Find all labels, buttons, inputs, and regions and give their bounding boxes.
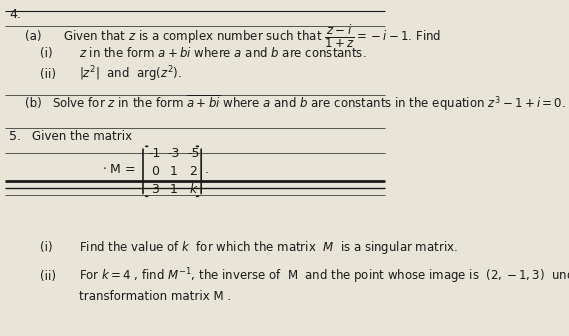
Text: For $k=4$ , find $M^{-1}$, the inverse of  M  and the point whose image is  $(2,: For $k=4$ , find $M^{-1}$, the inverse o… <box>79 266 569 286</box>
Text: (a): (a) <box>24 30 41 43</box>
Text: Find the value of $k$  for which the matrix  $M$  is a singular matrix.: Find the value of $k$ for which the matr… <box>79 240 457 256</box>
Text: -1: -1 <box>149 146 161 160</box>
Text: (i): (i) <box>40 47 53 59</box>
Text: 2: 2 <box>189 165 197 178</box>
Text: 4.: 4. <box>9 8 21 21</box>
Text: 0: 0 <box>151 165 159 178</box>
Text: (b): (b) <box>24 96 42 110</box>
Text: .: . <box>205 163 209 176</box>
Text: Solve for $z$ in the form $\overline{a+bi}$ where $a$ and $b$ are constants in t: Solve for $z$ in the form $\overline{a+b… <box>52 93 566 113</box>
Text: -3: -3 <box>168 146 180 160</box>
Text: $z$ in the form $a+bi$ where $a$ and $b$ are constants.: $z$ in the form $a+bi$ where $a$ and $b$… <box>79 46 366 60</box>
Text: -5: -5 <box>187 146 200 160</box>
Text: k: k <box>190 183 197 196</box>
Text: 3: 3 <box>151 183 159 196</box>
Text: $\cdot$ M =: $\cdot$ M = <box>102 163 136 176</box>
Text: 1: 1 <box>170 165 178 178</box>
Text: (ii): (ii) <box>40 68 56 81</box>
Text: (ii): (ii) <box>40 270 56 283</box>
Text: 5.: 5. <box>9 130 21 143</box>
Text: Given that $z$ is a complex number such that $\dfrac{z-i}{1+z} = -i-1$. Find: Given that $z$ is a complex number such … <box>64 23 442 50</box>
Text: $|z^2|$  and  $\arg(z^2)$.: $|z^2|$ and $\arg(z^2)$. <box>79 65 182 84</box>
Text: Given the matrix: Given the matrix <box>32 130 133 143</box>
Text: transformation matrix M .: transformation matrix M . <box>79 290 231 303</box>
Text: (i): (i) <box>40 242 53 254</box>
Text: 1: 1 <box>170 183 178 196</box>
